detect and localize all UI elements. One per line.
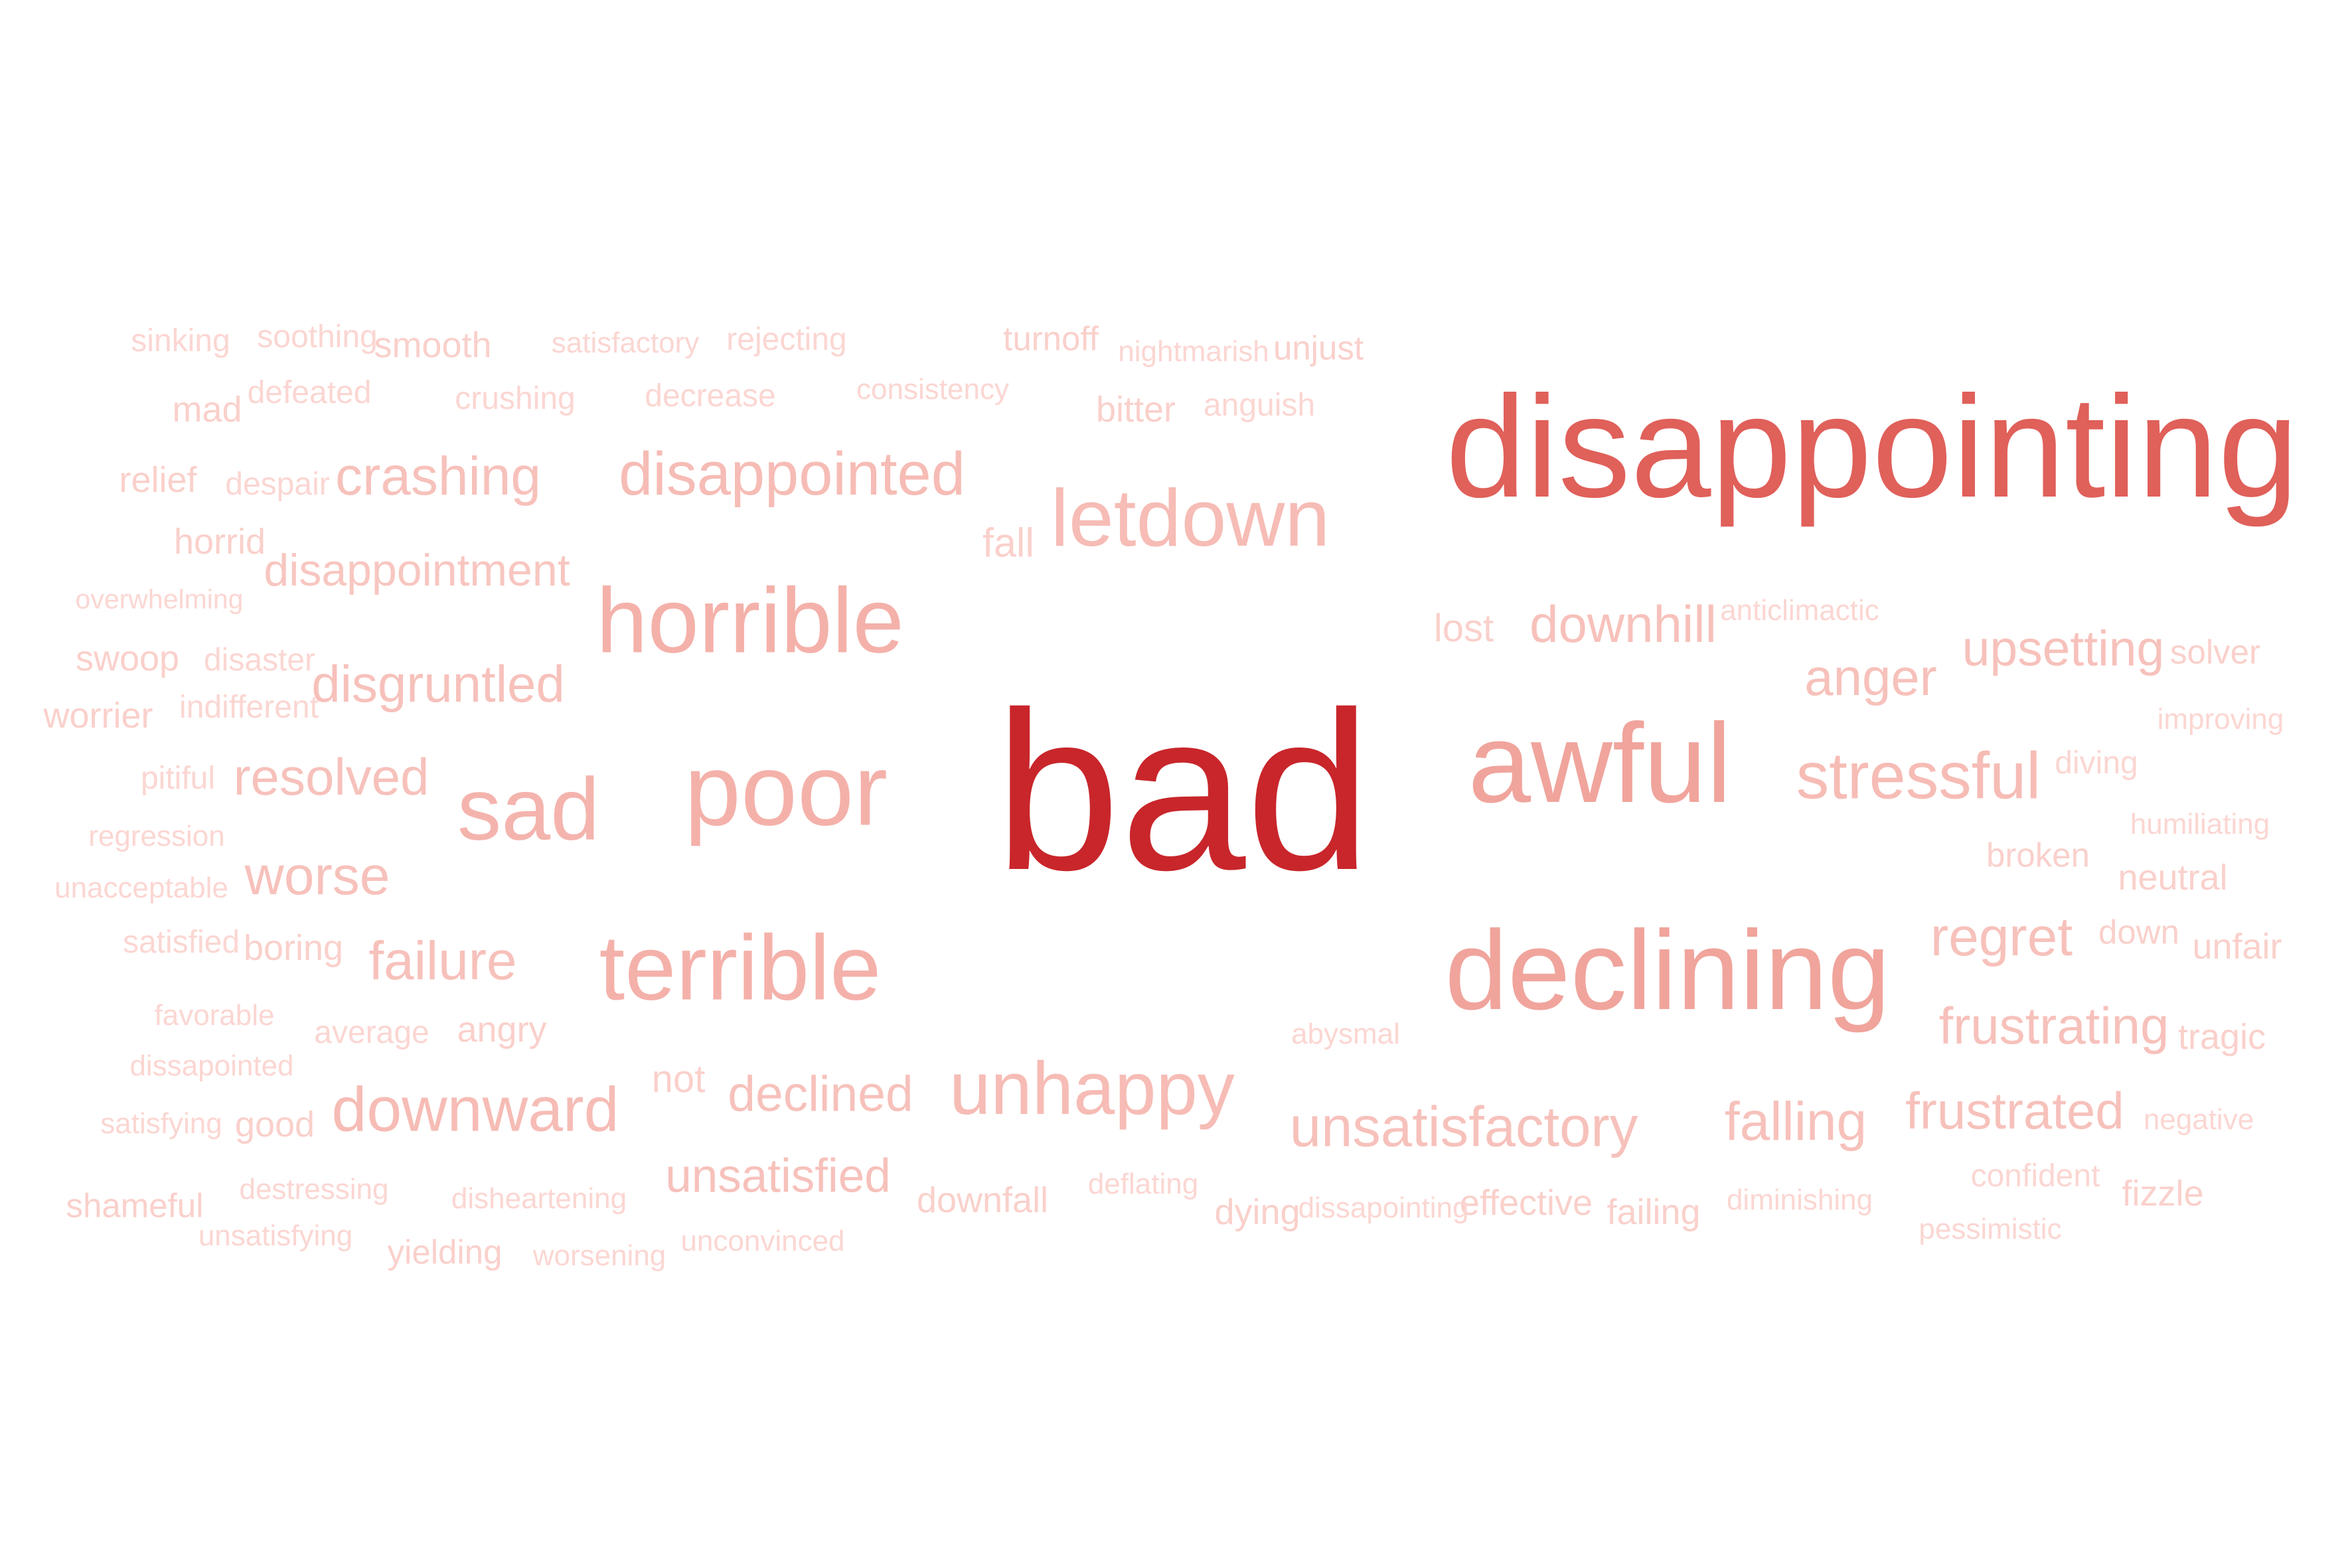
word-fall: fall	[982, 520, 1034, 566]
word-lost: lost	[1433, 607, 1494, 650]
word-disaster: disaster	[203, 643, 316, 678]
word-swoop: swoop	[75, 639, 180, 678]
word-disheartening: disheartening	[451, 1182, 627, 1215]
word-unhappy: unhappy	[949, 1047, 1235, 1130]
word-confident: confident	[1970, 1158, 2100, 1194]
word-boring: boring	[243, 928, 344, 968]
word-angry: angry	[457, 1010, 547, 1050]
word-falling: falling	[1724, 1091, 1867, 1152]
word-dying: dying	[1214, 1192, 1300, 1232]
word-resolved: resolved	[233, 747, 430, 806]
word-letdown: letdown	[1050, 473, 1330, 563]
word-unconvinced: unconvinced	[680, 1225, 845, 1257]
word-regret: regret	[1930, 907, 2073, 967]
word-dissapointed: dissapointed	[129, 1050, 294, 1082]
word-horrible: horrible	[596, 569, 904, 672]
word-frustrating: frustrating	[1938, 996, 2169, 1055]
word-despair: despair	[225, 467, 330, 502]
word-deflating: deflating	[1087, 1168, 1199, 1200]
word-defeated: defeated	[247, 375, 372, 410]
word-horrid: horrid	[173, 522, 266, 562]
word-declined: declined	[728, 1065, 913, 1122]
word-indifferent: indifferent	[179, 690, 319, 725]
word-anger: anger	[1804, 648, 1937, 706]
word-favorable: favorable	[154, 999, 275, 1032]
word-neutral: neutral	[2118, 858, 2228, 898]
word-disappointed: disappointed	[619, 440, 965, 508]
word-yielding: yielding	[387, 1233, 503, 1271]
word-unjust: unjust	[1273, 329, 1364, 367]
word-turnoff: turnoff	[1003, 319, 1099, 358]
word-improving: improving	[2157, 703, 2284, 736]
word-awful: awful	[1468, 700, 1732, 826]
word-anticlimactic: anticlimactic	[1720, 594, 1879, 627]
word-terrible: terrible	[599, 916, 882, 1020]
word-worsening: worsening	[532, 1239, 666, 1272]
word-shameful: shameful	[66, 1186, 204, 1225]
word-stressful: stressful	[1796, 738, 2041, 813]
word-crashing: crashing	[335, 446, 541, 507]
word-bad: bad	[994, 665, 1372, 917]
word-declining: declining	[1445, 907, 1891, 1034]
word-average: average	[314, 1015, 430, 1050]
word-downfall: downfall	[916, 1180, 1049, 1220]
word-worse: worse	[244, 846, 390, 906]
word-humiliating: humiliating	[2130, 808, 2270, 840]
word-good: good	[234, 1105, 315, 1144]
word-frustrated: frustrated	[1905, 1081, 2124, 1140]
word-effective: effective	[1459, 1183, 1593, 1223]
word-pessimistic: pessimistic	[1919, 1213, 2062, 1245]
word-disappointing: disappointing	[1445, 366, 2299, 528]
word-sad: sad	[457, 760, 600, 859]
word-satisfied: satisfied	[122, 925, 240, 960]
word-satisfying: satisfying	[100, 1107, 222, 1140]
word-consistency: consistency	[856, 373, 1009, 406]
word-destressing: destressing	[239, 1173, 389, 1206]
word-worrier: worrier	[43, 696, 153, 736]
word-relief: relief	[119, 460, 197, 500]
word-downhill: downhill	[1529, 595, 1717, 653]
word-negative: negative	[2143, 1103, 2254, 1136]
word-unsatisfying: unsatisfying	[198, 1219, 353, 1252]
word-diminishing: diminishing	[1726, 1184, 1873, 1216]
word-broken: broken	[1986, 836, 2090, 874]
word-unfair: unfair	[2192, 927, 2282, 967]
word-down: down	[2098, 913, 2179, 951]
word-overwhelming: overwhelming	[75, 584, 244, 615]
word-nightmarish: nightmarish	[1118, 335, 1269, 368]
word-sinking: sinking	[131, 323, 230, 358]
word-failing: failing	[1607, 1192, 1701, 1232]
word-dissapointing: dissapointing	[1298, 1192, 1469, 1224]
word-regression: regression	[88, 820, 225, 852]
word-not: not	[651, 1058, 706, 1101]
word-rejecting: rejecting	[726, 322, 847, 357]
word-unsatisfied: unsatisfied	[665, 1150, 891, 1203]
word-pitiful: pitiful	[140, 761, 216, 796]
word-abysmal: abysmal	[1291, 1018, 1400, 1050]
word-mad: mad	[172, 390, 242, 430]
word-poor: poor	[684, 733, 888, 847]
word-diving: diving	[2055, 745, 2138, 781]
word-unacceptable: unacceptable	[54, 872, 228, 904]
word-disappointment: disappointment	[264, 545, 570, 595]
word-downward: downward	[331, 1074, 619, 1145]
word-smooth: smooth	[374, 325, 492, 365]
word-disgruntled: disgruntled	[311, 655, 565, 713]
word-satisfactory: satisfactory	[551, 327, 700, 359]
word-failure: failure	[368, 931, 517, 991]
word-tragic: tragic	[2177, 1017, 2266, 1057]
word-upsetting: upsetting	[1962, 620, 2165, 676]
word-bitter: bitter	[1095, 390, 1176, 430]
word-anguish: anguish	[1203, 388, 1316, 423]
word-fizzle: fizzle	[2122, 1174, 2204, 1214]
word-decrease: decrease	[645, 378, 776, 414]
word-soothing: soothing	[257, 319, 378, 354]
word-unsatisfactory: unsatisfactory	[1289, 1095, 1638, 1159]
word-crushing: crushing	[455, 381, 576, 416]
word-solver: solver	[2169, 633, 2261, 671]
